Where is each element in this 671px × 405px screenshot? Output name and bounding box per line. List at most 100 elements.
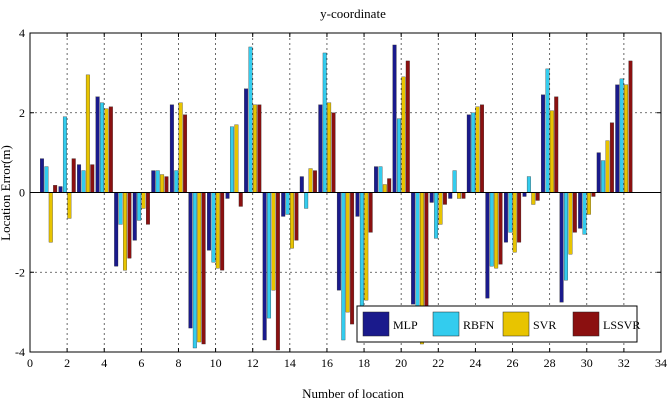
bar-rbfn-15: [304, 192, 309, 209]
bar-rbfn-32: [619, 78, 624, 193]
legend: MLP RBFN SVR LSSVR: [356, 305, 640, 343]
bar-mlp-24: [466, 114, 471, 193]
bar-svr-7: [160, 174, 165, 193]
bar-mlp-15: [299, 176, 304, 193]
bar-rbfn-4: [100, 102, 104, 193]
bar-lssvr-17: [350, 192, 355, 325]
bar-svr-25: [494, 192, 499, 269]
bar-mlp-17: [336, 192, 341, 291]
bar-rbfn-27: [526, 176, 531, 193]
x-tick-label: 34: [655, 356, 667, 370]
x-tick-label: 4: [101, 356, 107, 370]
legend-label-lssvr: LSSVR: [603, 318, 640, 332]
bar-svr-32: [624, 84, 629, 193]
x-tick-label: 0: [27, 356, 33, 370]
bar-lssvr-22: [442, 192, 447, 205]
bar-lssvr-5: [127, 192, 132, 259]
bar-svr-13: [271, 192, 276, 291]
x-tick-label: 14: [284, 356, 296, 370]
bar-mlp-2: [58, 186, 63, 193]
bar-lssvr-4: [108, 106, 113, 193]
bar-mlp-26: [503, 192, 508, 243]
bar-mlp-27: [522, 192, 527, 197]
y-tick-label: 4: [19, 26, 25, 40]
bar-svr-27: [531, 192, 536, 205]
bar-mlp-31: [596, 152, 601, 193]
bar-lssvr-11: [238, 192, 243, 207]
bar-lssvr-20: [405, 60, 410, 193]
bar-lssvr-9: [201, 192, 206, 345]
x-tick-label: 16: [321, 356, 333, 370]
x-tick-label: 2: [64, 356, 70, 370]
bar-lssvr-12: [257, 104, 262, 193]
bar-rbfn-7: [155, 170, 160, 193]
bar-lssvr-6: [146, 192, 150, 225]
bar-svr-15: [308, 168, 313, 193]
bar-lssvr-8: [183, 114, 188, 193]
bar-svr-26: [512, 192, 517, 253]
bar-lssvr-25: [498, 192, 503, 265]
bar-rbfn-13: [267, 192, 272, 319]
bar-mlp-8: [169, 104, 174, 193]
bar-mlp-21: [411, 192, 416, 305]
bar-mlp-10: [207, 192, 211, 251]
bar-lssvr-32: [628, 60, 633, 193]
bar-svr-16: [327, 102, 332, 193]
bar-lssvr-21: [424, 192, 429, 309]
bar-rbfn-29: [564, 192, 568, 281]
bar-mlp-11: [225, 192, 230, 199]
bar-mlp-4: [95, 96, 100, 193]
legend-swatch-svr: [502, 311, 530, 337]
bar-rbfn-23: [452, 170, 457, 193]
bar-svr-5: [123, 192, 127, 271]
bar-svr-3: [85, 74, 90, 193]
bar-lssvr-15: [313, 170, 317, 193]
bar-rbfn-8: [174, 170, 179, 193]
bar-svr-9: [197, 192, 202, 343]
chart-title: y-coordinate: [320, 6, 386, 21]
bar-svr-28: [549, 110, 554, 193]
bar-svr-30: [587, 192, 591, 215]
bar-rbfn-9: [192, 192, 197, 349]
y-tick-label: -4: [15, 345, 25, 359]
x-tick-label: 26: [507, 356, 519, 370]
bar-svr-1: [48, 192, 53, 243]
bar-svr-17: [345, 192, 350, 313]
x-tick-label: 22: [432, 356, 444, 370]
bar-mlp-9: [188, 192, 193, 329]
bar-rbfn-20: [397, 118, 401, 193]
bar-rbfn-11: [229, 126, 234, 193]
bar-lssvr-1: [53, 185, 58, 193]
x-tick-label: 32: [618, 356, 630, 370]
bar-lssvr-26: [517, 192, 522, 243]
bar-lssvr-7: [164, 176, 169, 193]
bar-rbfn-6: [137, 192, 142, 221]
bar-svr-11: [234, 124, 239, 193]
bar-svr-14: [290, 192, 294, 249]
bar-mlp-28: [541, 94, 545, 193]
bar-lssvr-28: [554, 96, 559, 193]
bar-lssvr-29: [572, 192, 577, 233]
bar-mlp-22: [429, 192, 434, 203]
x-tick-label: 30: [581, 356, 593, 370]
bar-svr-19: [382, 184, 387, 193]
bar-lssvr-23: [461, 192, 466, 199]
bar-svr-4: [104, 108, 109, 193]
bar-lssvr-10: [220, 192, 225, 271]
bar-mlp-25: [485, 192, 490, 299]
bar-mlp-18: [355, 192, 360, 217]
bar-svr-10: [215, 192, 220, 269]
bars: [40, 44, 633, 351]
bar-rbfn-2: [62, 116, 67, 193]
bar-rbfn-10: [211, 192, 216, 263]
x-tick-label: 18: [358, 356, 370, 370]
bar-svr-22: [438, 192, 443, 225]
x-axis-title: Number of location: [302, 386, 404, 401]
bar-svr-2: [67, 192, 72, 219]
bar-mlp-6: [132, 192, 137, 241]
bar-rbfn-31: [601, 160, 606, 193]
bar-lssvr-2: [71, 158, 76, 193]
bar-mlp-1: [40, 158, 44, 193]
bar-lssvr-14: [294, 192, 299, 241]
